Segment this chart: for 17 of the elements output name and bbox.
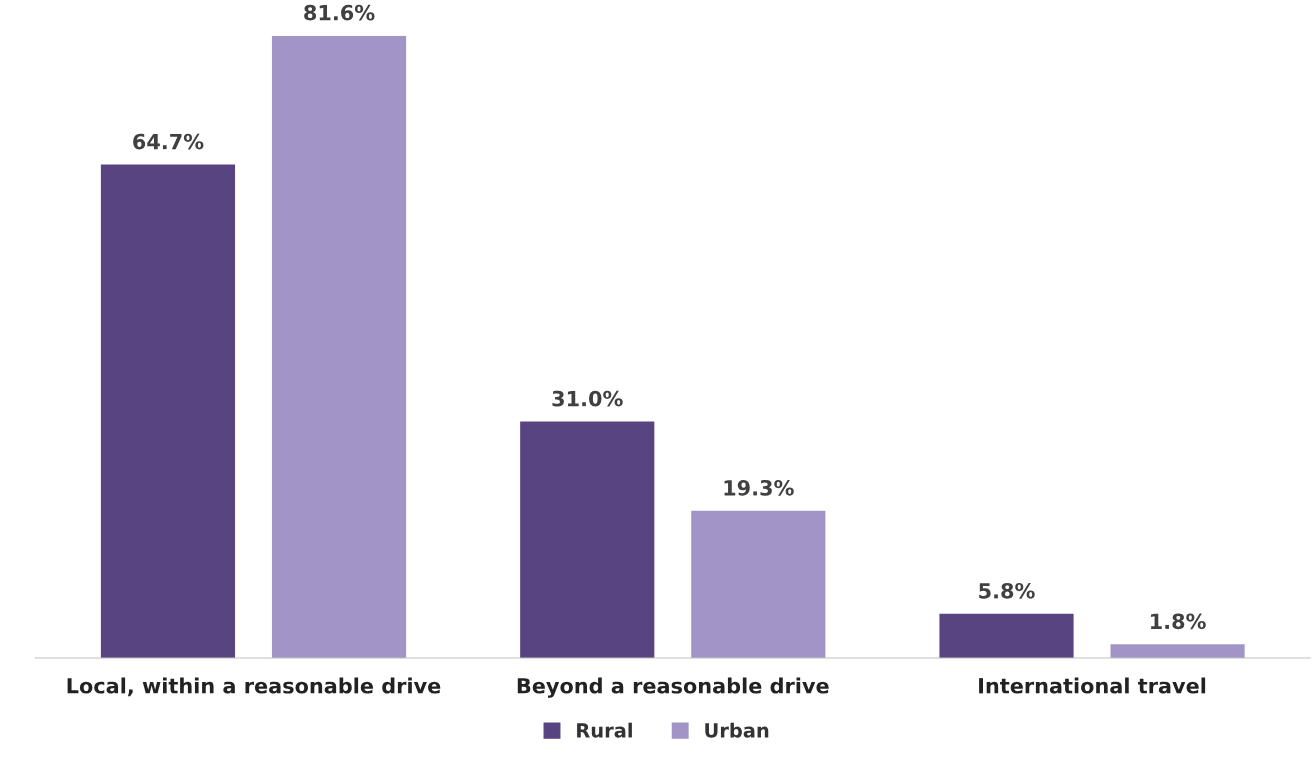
data-label: 81.6% [304, 4, 375, 21]
x-tick-label: Beyond a reasonable drive [517, 677, 829, 698]
bar [939, 613, 1074, 659]
bar [691, 510, 826, 659]
data-label: 19.3% [724, 479, 794, 496]
data-label: 1.8% [1151, 613, 1206, 630]
data-label: 5.8% [979, 582, 1035, 599]
bar [100, 164, 236, 659]
x-tick-label: International travel [979, 677, 1206, 694]
bar [271, 35, 407, 659]
bar [520, 421, 655, 659]
legend-label: Rural [577, 722, 632, 738]
data-label: 64.7% [133, 133, 204, 150]
bar [1110, 644, 1245, 659]
x-tick-label: Local, within a reasonable drive [67, 677, 441, 697]
legend-label: Urban [705, 722, 769, 738]
data-label: 31.0% [552, 390, 623, 407]
